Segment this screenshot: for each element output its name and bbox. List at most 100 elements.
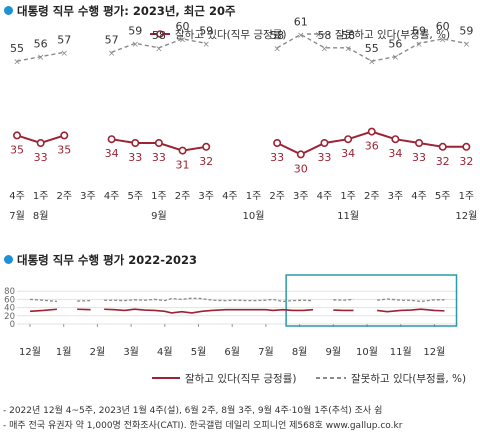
disapprove-point: × bbox=[179, 35, 187, 45]
legend-approve-marker bbox=[156, 30, 164, 38]
disapprove-data-label: 58 bbox=[317, 29, 331, 42]
x-month-tick-label: 4월 bbox=[157, 346, 173, 358]
disapprove-point: × bbox=[344, 44, 352, 54]
disapprove-data-label: 61 bbox=[294, 15, 308, 28]
x-month-tick-label: 12월 bbox=[455, 210, 477, 222]
x-month-tick-label: 10월 bbox=[356, 346, 378, 358]
y-tick-label: 20 bbox=[4, 312, 15, 322]
disapprove-line-segment bbox=[276, 33, 467, 62]
x-week-tick-label: 4주 bbox=[104, 191, 120, 202]
x-month-tick-label: 11월 bbox=[337, 210, 359, 222]
x-month-tick-label: 9월 bbox=[151, 210, 167, 222]
disapprove-data-label: 58 bbox=[152, 29, 166, 42]
x-week-tick-label: 4주 bbox=[222, 191, 238, 202]
disapprove-point: × bbox=[321, 44, 329, 54]
approve-trend-line bbox=[377, 308, 445, 313]
disapprove-point: × bbox=[273, 44, 281, 54]
disapprove-point: × bbox=[61, 49, 69, 59]
approve-data-label: 33 bbox=[128, 151, 142, 164]
approve-point bbox=[154, 139, 163, 148]
chart2-title: 대통령 직무 수행 평가 2022-2023 bbox=[4, 252, 197, 268]
x-week-tick-label: 4주 bbox=[9, 191, 25, 202]
approve-trend-line bbox=[104, 308, 314, 314]
disapprove-data-label: 60 bbox=[176, 20, 190, 33]
x-week-tick-label: 3주 bbox=[293, 191, 309, 202]
approve-data-label: 34 bbox=[105, 147, 119, 160]
approve-data-label: 33 bbox=[34, 151, 48, 164]
bullet-dot-icon bbox=[4, 255, 13, 264]
approve-data-label: 32 bbox=[199, 155, 213, 168]
x-week-tick-label: 1주 bbox=[340, 191, 356, 202]
disapprove-point: × bbox=[108, 49, 116, 59]
x-week-tick-label: 4주 bbox=[411, 191, 427, 202]
chart1-title-text: 대통령 직무 수행 평가: 2023년, 최근 20주 bbox=[17, 4, 236, 18]
approve-data-label: 35 bbox=[10, 143, 24, 156]
recent-period-highlight-box bbox=[285, 274, 458, 327]
approve-point bbox=[273, 139, 282, 148]
approve-point bbox=[36, 139, 45, 148]
approve-point bbox=[202, 142, 211, 151]
disapprove-data-label: 60 bbox=[436, 20, 450, 33]
x-month-tick-label: 2월 bbox=[90, 346, 106, 358]
x-month-tick-label: 10월 bbox=[243, 210, 265, 222]
bullet-dot-icon bbox=[4, 6, 13, 15]
x-month-tick-label: 1월 bbox=[56, 346, 72, 358]
chart1-svg: 잘하고 있다(직무 긍정률) × 잘못하고 있다(부정률, %)×55×56×57×… bbox=[9, 15, 477, 222]
x-month-tick-label: 6월 bbox=[224, 346, 240, 358]
approve-data-label: 34 bbox=[388, 147, 402, 160]
x-week-tick-label: 1주 bbox=[246, 191, 262, 202]
x-week-tick-label: 5주 bbox=[435, 191, 451, 202]
disapprove-point: × bbox=[368, 58, 376, 68]
legend2-approve-label: 잘하고 있다(직무 긍정률) bbox=[185, 372, 296, 385]
disapprove-data-label: 56 bbox=[388, 38, 402, 51]
x-week-tick-label: 1주 bbox=[151, 191, 167, 202]
legend2-disapprove-label: 잘못하고 있다(부정률, %) bbox=[351, 372, 466, 385]
disapprove-point: × bbox=[297, 31, 305, 41]
approve-data-label: 33 bbox=[412, 151, 426, 164]
x-month-tick-label: 9월 bbox=[326, 346, 342, 358]
legend-disapprove-label: 잘못하고 있다(부정률, %) bbox=[335, 28, 450, 41]
approve-data-label: 36 bbox=[365, 140, 379, 153]
disapprove-data-label: 55 bbox=[365, 42, 379, 55]
disapprove-point: × bbox=[439, 35, 447, 45]
disapprove-data-label: 58 bbox=[270, 29, 284, 42]
y-tick-label: 0 bbox=[10, 320, 15, 330]
disapprove-point: × bbox=[155, 44, 163, 54]
x-month-tick-label: 7월 bbox=[258, 346, 274, 358]
approve-point bbox=[415, 139, 424, 148]
x-month-tick-label: 12월 bbox=[19, 346, 41, 358]
disapprove-trend-line bbox=[29, 298, 58, 303]
disapprove-data-label: 59 bbox=[459, 24, 473, 37]
x-week-tick-label: 3주 bbox=[80, 191, 96, 202]
disapprove-line-segment bbox=[16, 51, 65, 62]
footnote-2: - 매주 전국 유권자 약 1,000명 전화조사(CATI). 한국갤럽 데일… bbox=[3, 421, 403, 431]
approve-data-label: 34 bbox=[341, 147, 355, 160]
approve-point bbox=[131, 139, 140, 148]
legend-approve-label: 잘하고 있다(직무 긍정률) bbox=[175, 28, 286, 41]
y-tick-label: 60 bbox=[4, 295, 15, 305]
x-week-tick-label: 4주 bbox=[317, 191, 333, 202]
approve-point bbox=[344, 135, 353, 144]
approve-point bbox=[60, 131, 69, 140]
approve-data-label: 31 bbox=[176, 159, 190, 172]
x-week-tick-label: 1주 bbox=[459, 191, 475, 202]
x-month-tick-label: 3월 bbox=[123, 346, 139, 358]
x-week-tick-label: 1주 bbox=[33, 191, 49, 202]
approve-data-label: 32 bbox=[436, 155, 450, 168]
disapprove-point: × bbox=[463, 40, 471, 50]
disapprove-trend-line bbox=[377, 298, 445, 303]
disapprove-point: × bbox=[392, 53, 400, 63]
x-week-tick-label: 3주 bbox=[198, 191, 214, 202]
approve-point bbox=[391, 135, 400, 144]
approve-point bbox=[367, 127, 376, 136]
legend-disapprove-marker: × bbox=[315, 31, 323, 41]
approve-point bbox=[438, 142, 447, 151]
approve-data-label: 35 bbox=[57, 143, 71, 156]
approve-point bbox=[296, 150, 305, 159]
approve-data-label: 33 bbox=[317, 151, 331, 164]
footnote-1: - 2022년 12월 4~5주, 2023년 1월 4주(설), 6월 2주,… bbox=[3, 406, 383, 416]
x-month-tick-label: 7월 bbox=[9, 210, 25, 222]
x-week-tick-label: 2주 bbox=[269, 191, 285, 202]
disapprove-point: × bbox=[415, 40, 423, 50]
